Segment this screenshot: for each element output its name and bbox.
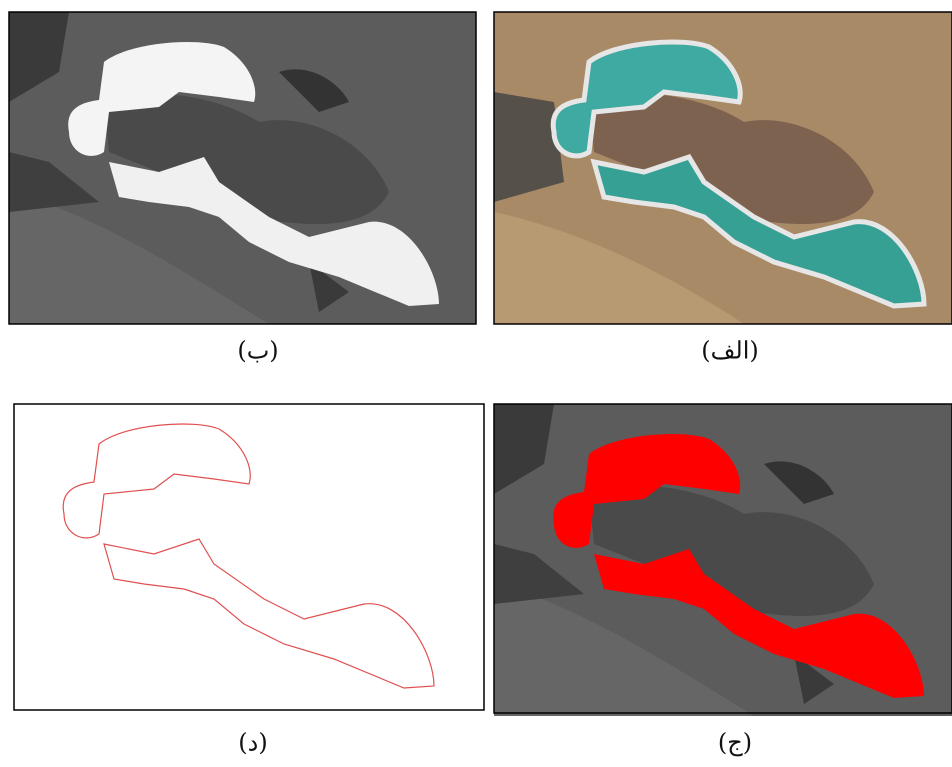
panel-border [14,404,484,710]
caption: (الف) [701,337,759,365]
panel-outline [14,404,484,710]
panel-classified [494,404,952,716]
panel-index-image [9,12,476,324]
panel-satellite-image [494,12,952,324]
caption: (د) [238,729,267,757]
caption: (ج) [718,729,752,757]
caption: (ب) [237,337,278,365]
figure: (ب) (الف) (د) (ج) [0,0,952,767]
page: (ب) (الف) (د) (ج) (() => { const data = … [0,0,952,767]
